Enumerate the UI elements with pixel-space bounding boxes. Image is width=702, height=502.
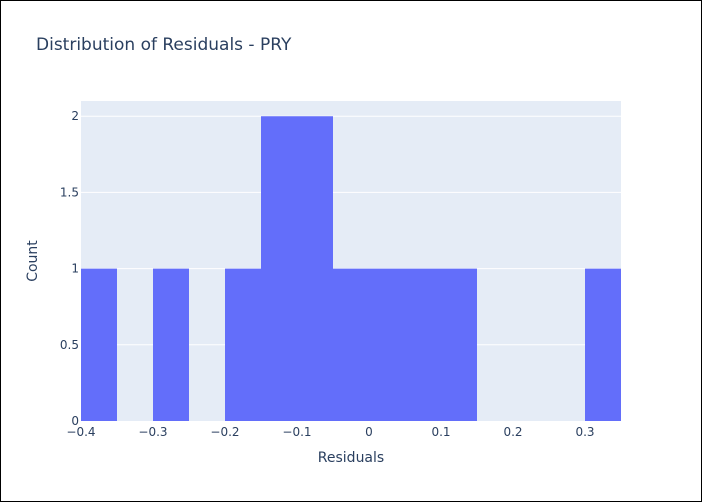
- histogram-bar: [333, 268, 369, 421]
- x-tick-label: 0: [365, 425, 373, 439]
- y-tick-label: 2: [71, 109, 79, 123]
- x-tick-label: 0.3: [575, 425, 594, 439]
- chart-title: Distribution of Residuals - PRY: [36, 35, 292, 55]
- y-tick-label: 0.5: [60, 338, 79, 352]
- histogram-bar: [225, 268, 261, 421]
- x-tick-label: 0.1: [431, 425, 450, 439]
- y-tick-label: 0: [71, 414, 79, 428]
- bars: [81, 116, 621, 421]
- histogram-bar: [405, 268, 441, 421]
- x-axis-title: Residuals: [318, 450, 384, 466]
- y-tick-label: 1: [71, 262, 79, 276]
- x-tick-label: −0.3: [138, 425, 167, 439]
- histogram-bar: [81, 268, 117, 421]
- histogram-bar: [153, 268, 189, 421]
- x-tick-label: −0.2: [210, 425, 239, 439]
- x-tick-label: −0.4: [66, 425, 95, 439]
- histogram-bar: [297, 116, 333, 421]
- histogram-bar: [261, 116, 297, 421]
- histogram-bar: [441, 268, 477, 421]
- y-axis-title: Count: [25, 240, 41, 282]
- x-axis-ticks: −0.4 −0.3 −0.2 −0.1 0 0.1 0.2 0.3: [66, 425, 594, 439]
- y-axis-ticks: 0 0.5 1 1.5 2: [60, 109, 79, 428]
- histogram-bar: [585, 268, 621, 421]
- y-tick-label: 1.5: [60, 185, 79, 199]
- x-tick-label: 0.2: [503, 425, 522, 439]
- histogram-bar: [369, 268, 405, 421]
- x-tick-label: −0.1: [282, 425, 311, 439]
